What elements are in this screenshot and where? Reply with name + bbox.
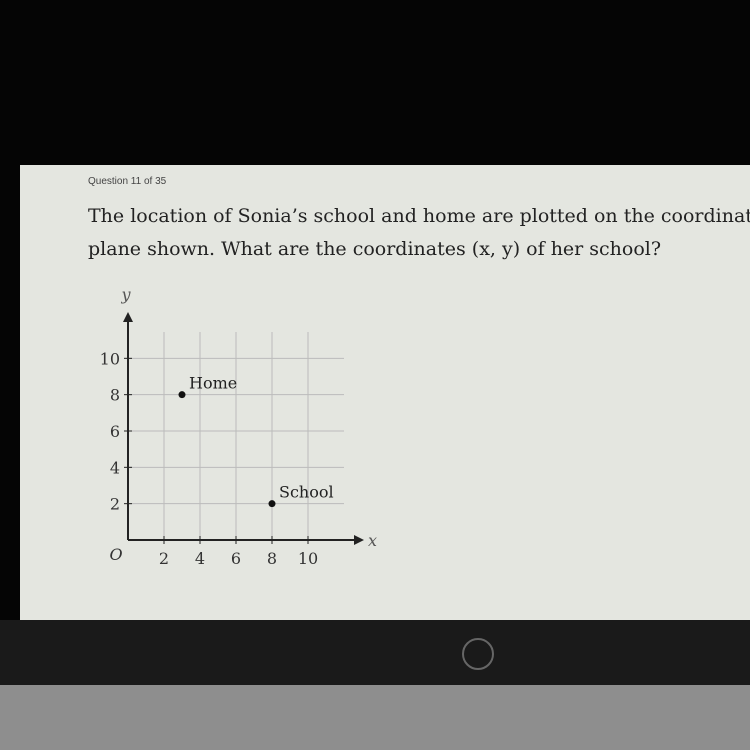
coordinate-plane: 2 4 6 8 10 2 4 6 8 10 x y O Home School <box>100 285 377 568</box>
y-tick-label: 8 <box>110 386 120 405</box>
x-tick-label: 6 <box>231 549 241 568</box>
x-axis-label: x <box>368 531 377 550</box>
y-tick-label: 10 <box>100 349 120 368</box>
x-tick-label: 4 <box>195 549 205 568</box>
origin-label: O <box>109 545 122 564</box>
question-text: plane shown. What are the coordinates (x… <box>88 238 661 260</box>
x-tick-label: 2 <box>159 549 169 568</box>
question-number: Question 11 of 35 <box>88 176 167 187</box>
point-label: School <box>279 483 334 502</box>
y-tick-label: 4 <box>110 458 120 477</box>
x-tick-label: 10 <box>298 549 318 568</box>
y-tick-label: 2 <box>110 495 120 514</box>
logo <box>462 638 494 670</box>
x-arrow <box>354 535 364 545</box>
keyboard <box>0 685 750 750</box>
y-arrow <box>123 312 133 322</box>
question-text: The location of Sonia’s school and home … <box>88 205 750 227</box>
point <box>268 500 276 508</box>
x-tick-label: 8 <box>267 549 277 568</box>
y-axis-label: y <box>120 285 131 304</box>
point <box>178 391 186 399</box>
screen <box>20 165 750 620</box>
bezel <box>0 620 750 685</box>
y-tick-label: 6 <box>110 422 120 441</box>
point-label: Home <box>189 374 237 393</box>
